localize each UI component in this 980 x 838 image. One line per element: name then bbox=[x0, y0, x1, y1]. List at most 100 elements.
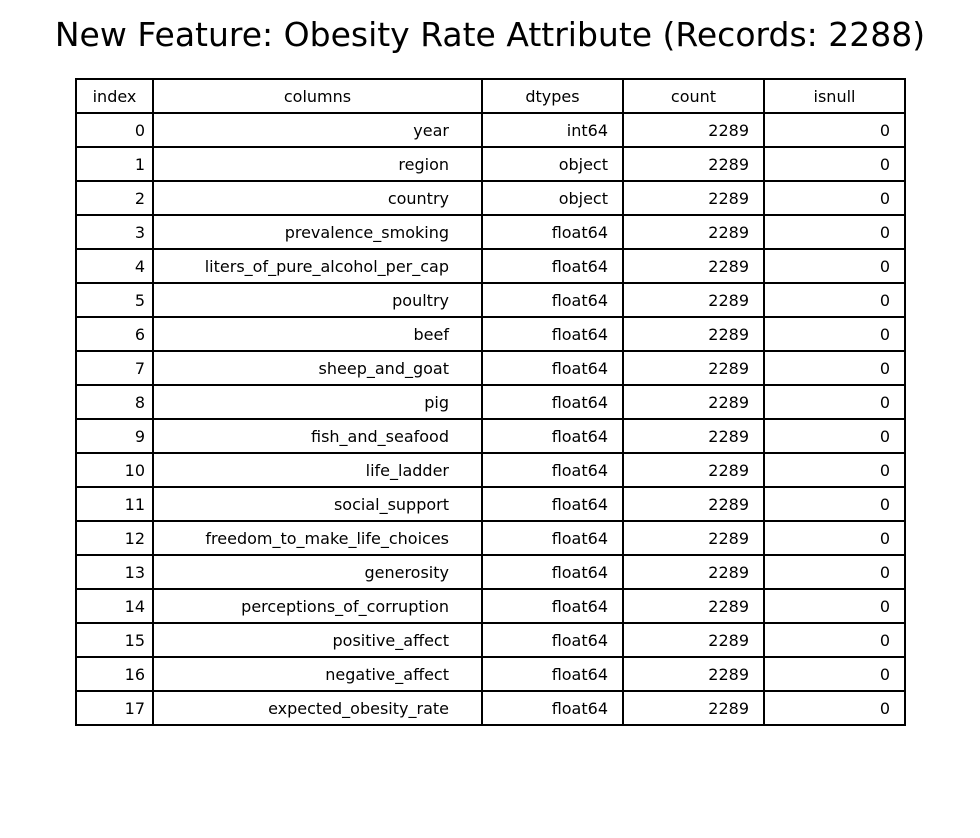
isnull-cell: 0 bbox=[763, 656, 906, 692]
dtype-cell: float64 bbox=[481, 690, 624, 726]
dtype-cell: float64 bbox=[481, 554, 624, 590]
table-row: 4 liters_of_pure_alcohol_per_cap float64 22… bbox=[75, 248, 906, 284]
dtype-cell: float64 bbox=[481, 418, 624, 454]
column-name-cell: generosity bbox=[152, 554, 483, 590]
table-row: 10 life_ladder float64 2289 0 bbox=[75, 452, 906, 488]
table-row: 15 positive_affect float64 2289 0 bbox=[75, 622, 906, 658]
column-name-cell: country bbox=[152, 180, 483, 216]
table-row: 16 negative_affect float64 2289 0 bbox=[75, 656, 906, 692]
index-cell: 6 bbox=[75, 316, 154, 352]
table-row: 13 generosity float64 2289 0 bbox=[75, 554, 906, 590]
dtype-cell: float64 bbox=[481, 452, 624, 488]
isnull-cell: 0 bbox=[763, 520, 906, 556]
dtype-cell: object bbox=[481, 146, 624, 182]
column-name-cell: fish_and_seafood bbox=[152, 418, 483, 454]
column-name-cell: poultry bbox=[152, 282, 483, 318]
column-name-cell: year bbox=[152, 112, 483, 148]
column-name-cell: sheep_and_goat bbox=[152, 350, 483, 386]
index-cell: 14 bbox=[75, 588, 154, 624]
index-cell: 4 bbox=[75, 248, 154, 284]
count-cell: 2289 bbox=[622, 248, 765, 284]
table-body: 0 year int64 2289 0 1 region object 2289 0 2 countr… bbox=[75, 112, 906, 726]
isnull-cell: 0 bbox=[763, 622, 906, 658]
table-row: 3 prevalence_smoking float64 2289 0 bbox=[75, 214, 906, 250]
count-cell: 2289 bbox=[622, 214, 765, 250]
count-cell: 2289 bbox=[622, 146, 765, 182]
dtype-cell: float64 bbox=[481, 282, 624, 318]
index-cell: 13 bbox=[75, 554, 154, 590]
index-cell: 17 bbox=[75, 690, 154, 726]
dtype-cell: float64 bbox=[481, 486, 624, 522]
dtype-cell: float64 bbox=[481, 350, 624, 386]
dtype-cell: float64 bbox=[481, 588, 624, 624]
table-row: 9 fish_and_seafood float64 2289 0 bbox=[75, 418, 906, 454]
isnull-cell: 0 bbox=[763, 588, 906, 624]
isnull-cell: 0 bbox=[763, 214, 906, 250]
table-row: 17 expected_obesity_rate float64 2289 0 bbox=[75, 690, 906, 726]
column-name-cell: positive_affect bbox=[152, 622, 483, 658]
column-header-columns: columns bbox=[152, 78, 483, 114]
isnull-cell: 0 bbox=[763, 384, 906, 420]
count-cell: 2289 bbox=[622, 316, 765, 352]
dtype-cell: float64 bbox=[481, 214, 624, 250]
data-table: index columns dtypes count isnull 0 year i… bbox=[75, 78, 906, 726]
isnull-cell: 0 bbox=[763, 112, 906, 148]
dtype-cell: float64 bbox=[481, 248, 624, 284]
index-cell: 7 bbox=[75, 350, 154, 386]
count-cell: 2289 bbox=[622, 452, 765, 488]
table-row: 5 poultry float64 2289 0 bbox=[75, 282, 906, 318]
column-name-cell: social_support bbox=[152, 486, 483, 522]
isnull-cell: 0 bbox=[763, 180, 906, 216]
isnull-cell: 0 bbox=[763, 418, 906, 454]
column-header-isnull: isnull bbox=[763, 78, 906, 114]
count-cell: 2289 bbox=[622, 622, 765, 658]
index-cell: 0 bbox=[75, 112, 154, 148]
dtype-cell: float64 bbox=[481, 316, 624, 352]
column-name-cell: perceptions_of_corruption bbox=[152, 588, 483, 624]
column-name-cell: pig bbox=[152, 384, 483, 420]
column-name-cell: prevalence_smoking bbox=[152, 214, 483, 250]
index-cell: 1 bbox=[75, 146, 154, 182]
dtype-cell: float64 bbox=[481, 520, 624, 556]
index-cell: 3 bbox=[75, 214, 154, 250]
column-header-dtypes: dtypes bbox=[481, 78, 624, 114]
table-row: 2 country object 2289 0 bbox=[75, 180, 906, 216]
dtype-cell: float64 bbox=[481, 656, 624, 692]
table-row: 14 perceptions_of_corruption float64 2289 0 bbox=[75, 588, 906, 624]
isnull-cell: 0 bbox=[763, 486, 906, 522]
header-row: index columns dtypes count isnull bbox=[75, 78, 906, 114]
isnull-cell: 0 bbox=[763, 248, 906, 284]
table-row: 7 sheep_and_goat float64 2289 0 bbox=[75, 350, 906, 386]
column-name-cell: life_ladder bbox=[152, 452, 483, 488]
count-cell: 2289 bbox=[622, 418, 765, 454]
index-cell: 10 bbox=[75, 452, 154, 488]
count-cell: 2289 bbox=[622, 350, 765, 386]
isnull-cell: 0 bbox=[763, 282, 906, 318]
index-cell: 2 bbox=[75, 180, 154, 216]
count-cell: 2289 bbox=[622, 554, 765, 590]
index-cell: 15 bbox=[75, 622, 154, 658]
count-cell: 2289 bbox=[622, 384, 765, 420]
count-cell: 2289 bbox=[622, 588, 765, 624]
column-name-cell: region bbox=[152, 146, 483, 182]
dtype-cell: float64 bbox=[481, 384, 624, 420]
dtype-cell: object bbox=[481, 180, 624, 216]
dtype-cell: int64 bbox=[481, 112, 624, 148]
isnull-cell: 0 bbox=[763, 350, 906, 386]
count-cell: 2289 bbox=[622, 112, 765, 148]
table-row: 11 social_support float64 2289 0 bbox=[75, 486, 906, 522]
table-row: 0 year int64 2289 0 bbox=[75, 112, 906, 148]
index-cell: 9 bbox=[75, 418, 154, 454]
isnull-cell: 0 bbox=[763, 146, 906, 182]
table-row: 8 pig float64 2289 0 bbox=[75, 384, 906, 420]
isnull-cell: 0 bbox=[763, 690, 906, 726]
index-cell: 8 bbox=[75, 384, 154, 420]
dtype-cell: float64 bbox=[481, 622, 624, 658]
column-header-index: index bbox=[75, 78, 154, 114]
count-cell: 2289 bbox=[622, 282, 765, 318]
index-cell: 16 bbox=[75, 656, 154, 692]
index-cell: 5 bbox=[75, 282, 154, 318]
count-cell: 2289 bbox=[622, 486, 765, 522]
isnull-cell: 0 bbox=[763, 452, 906, 488]
count-cell: 2289 bbox=[622, 656, 765, 692]
